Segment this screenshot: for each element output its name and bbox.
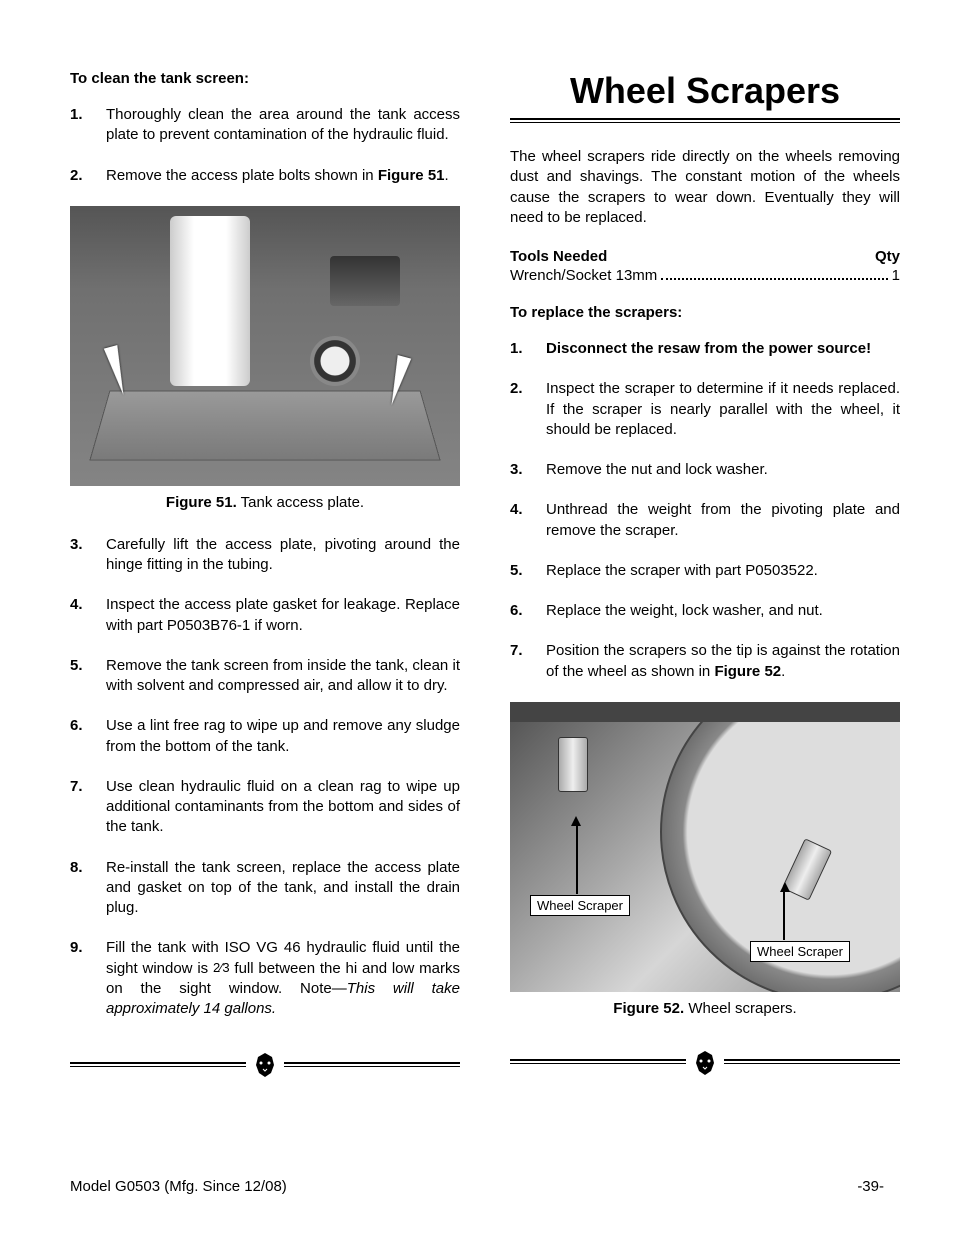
r-step-3: Remove the nut and lock washer. <box>510 460 900 480</box>
tool-item-row: Wrench/Socket 13mm 1 <box>510 267 900 284</box>
r-step-7: Position the scrapers so the tip is agai… <box>510 641 900 682</box>
step-4: Inspect the access plate gasket for leak… <box>70 595 460 636</box>
r-step-1: Disconnect the resaw from the power sour… <box>510 339 900 359</box>
clean-steps-part-b: Carefully lift the access plate, pivotin… <box>70 535 460 1020</box>
step-1: Thoroughly clean the area around the tan… <box>70 105 460 146</box>
step-3: Carefully lift the access plate, pivotin… <box>70 535 460 576</box>
clean-tank-heading: To clean the tank screen: <box>70 70 460 87</box>
r-step-5: Replace the scraper with part P0503522. <box>510 561 900 581</box>
intro-paragraph: The wheel scrapers ride directly on the … <box>510 147 900 228</box>
figure-52-caption-bold: Figure 52. <box>613 1000 684 1017</box>
qty-label: Qty <box>875 248 900 265</box>
step-8: Re-install the tank screen, replace the … <box>70 858 460 919</box>
title-rule-top <box>510 118 900 120</box>
tool-qty: 1 <box>892 267 900 284</box>
page-footer: Model G0503 (Mfg. Since 12/08) -39- <box>70 1178 884 1195</box>
step-5: Remove the tank screen from inside the t… <box>70 656 460 697</box>
fig52-label-2: Wheel Scraper <box>750 941 850 962</box>
replace-steps: Disconnect the resaw from the power sour… <box>510 339 900 682</box>
figure-51-ref: Figure 51 <box>378 167 445 184</box>
figure-51-caption-text: Tank access plate. <box>237 494 364 511</box>
step-9-fraction: 2⁄3 <box>213 960 230 975</box>
title-rule-bottom <box>510 122 900 123</box>
fig52-label-1: Wheel Scraper <box>530 895 630 916</box>
page-number: -39- <box>857 1178 884 1195</box>
tools-header-row: Tools Needed Qty <box>510 248 900 265</box>
section-title: Wheel Scrapers <box>510 70 900 112</box>
r-step-6: Replace the weight, lock washer, and nut… <box>510 601 900 621</box>
bear-icon <box>690 1047 720 1077</box>
bear-icon <box>250 1049 280 1079</box>
step-2-text: Remove the access plate bolts shown in <box>106 167 378 184</box>
figure-52-ref: Figure 52 <box>714 663 781 680</box>
step-2: Remove the access plate bolts shown in F… <box>70 166 460 186</box>
r-step-2: Inspect the scraper to determine if it n… <box>510 379 900 440</box>
bear-divider-left <box>70 1049 460 1079</box>
figure-51-image <box>70 206 460 486</box>
figure-51-caption: Figure 51. Tank access plate. <box>70 494 460 511</box>
replace-heading: To replace the scrapers: <box>510 304 900 321</box>
tool-name: Wrench/Socket 13mm <box>510 267 657 284</box>
step-6: Use a lint free rag to wipe up and remov… <box>70 716 460 757</box>
figure-52-caption-text: Wheel scrapers. <box>684 1000 797 1017</box>
dot-leader <box>661 278 887 280</box>
model-info: Model G0503 (Mfg. Since 12/08) <box>70 1178 287 1195</box>
figure-52-image: Wheel Scraper Wheel Scraper <box>510 702 900 992</box>
figure-52-caption: Figure 52. Wheel scrapers. <box>510 1000 900 1017</box>
step-7: Use clean hydraulic fluid on a clean rag… <box>70 777 460 838</box>
left-column: To clean the tank screen: Thoroughly cle… <box>70 70 460 1079</box>
clean-steps-part-a: Thoroughly clean the area around the tan… <box>70 105 460 186</box>
two-column-layout: To clean the tank screen: Thoroughly cle… <box>70 70 884 1079</box>
right-column: Wheel Scrapers The wheel scrapers ride d… <box>510 70 900 1079</box>
step-9: Fill the tank with ISO VG 46 hydraulic f… <box>70 938 460 1019</box>
bear-divider-right <box>510 1047 900 1077</box>
r-step-4: Unthread the weight from the pivoting pl… <box>510 500 900 541</box>
tools-needed-label: Tools Needed <box>510 248 607 265</box>
figure-51-caption-bold: Figure 51. <box>166 494 237 511</box>
